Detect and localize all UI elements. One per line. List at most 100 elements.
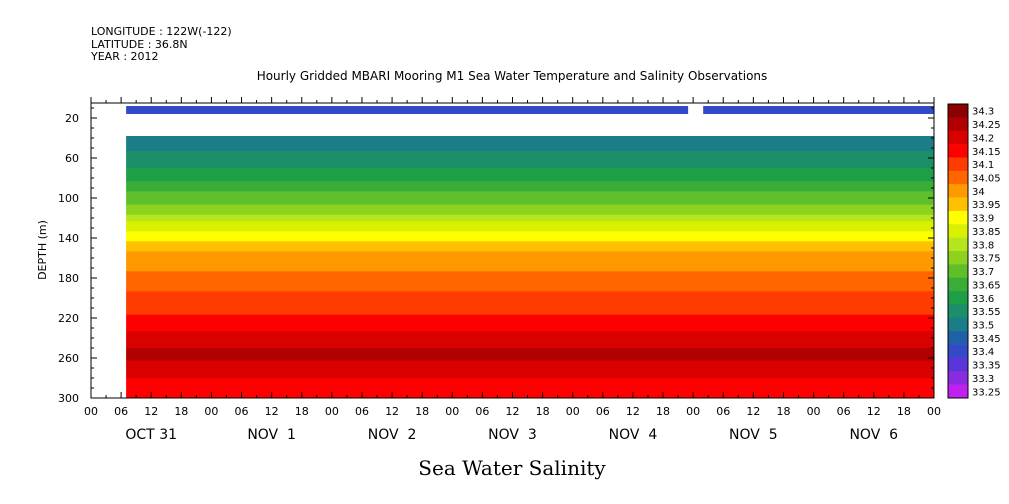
salinity-band (126, 298, 934, 302)
salinity-band (126, 284, 934, 289)
x-tick-label: 18 (174, 405, 188, 418)
salinity-band (126, 184, 934, 189)
salinity-band (126, 139, 934, 144)
salinity-band (126, 281, 934, 286)
salinity-band (126, 395, 934, 398)
x-tick-label: 00 (445, 405, 459, 418)
day-label: NOV 4 (609, 427, 658, 443)
x-tick-label: 12 (746, 405, 760, 418)
salinity-band (126, 278, 934, 282)
x-tick-label: 00 (686, 405, 700, 418)
x-axis-title: Sea Water Salinity (418, 456, 606, 480)
salinity-band (126, 261, 934, 266)
salinity-band (126, 294, 934, 299)
x-tick-label: 00 (325, 405, 339, 418)
salinity-band (126, 188, 934, 192)
salinity-band (126, 244, 934, 249)
colorbar-swatch (948, 331, 968, 345)
salinity-band (126, 198, 934, 202)
salinity-band (126, 258, 934, 262)
salinity-band (126, 348, 934, 352)
salinity-band (126, 393, 934, 397)
colorbar-swatch (948, 144, 968, 158)
salinity-band (126, 136, 934, 141)
salinity-band (126, 291, 934, 296)
colorbar-swatch (948, 317, 968, 332)
salinity-band (126, 211, 934, 216)
salinity-band (126, 338, 934, 342)
chart-title: Hourly Gridded MBARI Mooring M1 Sea Wate… (257, 69, 768, 83)
salinity-band (126, 251, 934, 256)
x-tick-label: 12 (867, 405, 881, 418)
colorbar-label: 33.35 (972, 361, 1001, 372)
salinity-band (126, 380, 934, 384)
colorbar-swatch (948, 130, 968, 145)
y-tick-label: 20 (65, 112, 79, 125)
salinity-band (126, 388, 934, 392)
x-tick-label: 00 (566, 405, 580, 418)
colorbar-label: 33.4 (972, 347, 994, 358)
colorbar-swatch (948, 344, 968, 359)
day-label: NOV 6 (849, 427, 898, 443)
x-tick-label: 18 (656, 405, 670, 418)
salinity-band (126, 264, 934, 269)
x-tick-label: 06 (475, 405, 489, 418)
x-tick-label: 12 (144, 405, 158, 418)
colorbar-label: 33.75 (972, 254, 1001, 265)
salinity-band (126, 214, 934, 219)
y-tick-label: 140 (58, 232, 79, 245)
day-labels: OCT 31 NOV 1 NOV 2 NOV 3 NOV 4 NOV 5 NOV 6 (125, 427, 898, 443)
salinity-band (126, 174, 934, 179)
x-tick-label: 18 (897, 405, 911, 418)
x-tick-label: 00 (807, 405, 821, 418)
salinity-band (126, 314, 934, 319)
colorbar-label: 33.95 (972, 200, 1001, 211)
surface-segment (126, 106, 689, 114)
salinity-band (126, 350, 934, 354)
day-label: NOV 5 (729, 427, 778, 443)
salinity-band (126, 288, 934, 292)
x-tick-label: 00 (927, 405, 941, 418)
day-label: NOV 2 (368, 427, 417, 443)
x-tick-label: 06 (114, 405, 128, 418)
salinity-band (126, 308, 934, 312)
x-tick-label: 18 (536, 405, 550, 418)
salinity-band (126, 368, 934, 372)
salinity-band (126, 191, 934, 196)
colorbar-label: 33.6 (972, 294, 994, 305)
colorbar-swatch (948, 357, 968, 372)
colorbar-label: 33.5 (972, 321, 994, 332)
y-tick-label: 180 (58, 272, 79, 285)
colorbar-swatch (948, 210, 968, 225)
salinity-band (126, 328, 934, 332)
colorbar-label: 34.05 (972, 174, 1001, 185)
salinity-band (126, 164, 934, 169)
x-tick-label: 06 (355, 405, 369, 418)
salinity-band (126, 268, 934, 272)
salinity-band (126, 168, 934, 172)
salinity-band (126, 334, 934, 339)
salinity-band (126, 321, 934, 326)
salinity-band (126, 271, 934, 276)
salinity-bands (126, 136, 934, 398)
colorbar-label: 33.9 (972, 214, 994, 225)
x-tick-label: 12 (626, 405, 640, 418)
colorbar-label: 34.1 (972, 160, 994, 171)
salinity-band (126, 358, 934, 362)
colorbar-label: 33.3 (972, 374, 994, 385)
salinity-band (126, 353, 934, 357)
colorbar: 34.3 34.25 34.2 34.15 34.1 34.05 34 33.95 33.9 33… (947, 103, 1001, 399)
salinity-band (126, 331, 934, 336)
salinity-band (126, 311, 934, 316)
salinity-band (126, 248, 934, 252)
x-tick-label: 06 (716, 405, 730, 418)
salinity-band (126, 304, 934, 309)
colorbar-label: 34.2 (972, 133, 994, 144)
colorbar-swatch (948, 104, 968, 118)
x-tick-label: 12 (265, 405, 279, 418)
x-tick-label: 00 (204, 405, 218, 418)
salinity-band (126, 171, 934, 176)
colorbar-label: 33.8 (972, 240, 994, 251)
salinity-band (126, 194, 934, 199)
colorbar-swatch (948, 184, 968, 198)
